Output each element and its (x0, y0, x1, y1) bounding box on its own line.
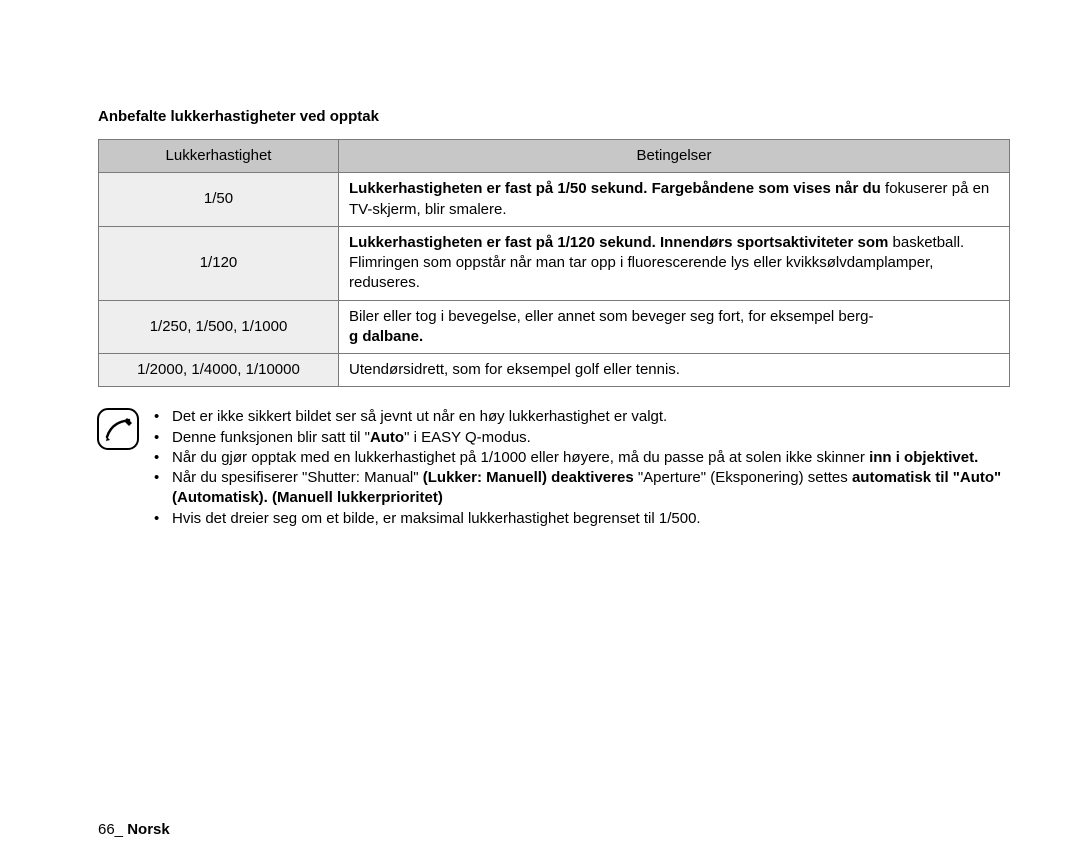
note-item: Når du gjør opptak med en lukkerhastighe… (154, 448, 1010, 468)
cell-cond: Utendørsidrett, som for eksempel golf el… (339, 354, 1010, 387)
cell-speed: 1/2000, 1/4000, 1/10000 (99, 354, 339, 387)
page-lang: Norsk (123, 821, 170, 838)
table-row: 1/120 Lukkerhastigheten er fast på 1/120… (99, 226, 1010, 300)
note-text: Hvis det dreier seg om et bilde, er maks… (172, 510, 701, 527)
page-number: 66_ (98, 821, 123, 838)
cond-pre: Biler eller tog i bevegelse, eller annet… (349, 308, 873, 325)
table-row: 1/50 Lukkerhastigheten er fast på 1/50 s… (99, 173, 1010, 227)
cond-plain: Utendørsidrett, som for eksempel golf el… (349, 361, 680, 378)
shutter-speed-table: Lukkerhastighet Betingelser 1/50 Lukkerh… (98, 139, 1010, 387)
cell-speed: 1/250, 1/500, 1/1000 (99, 300, 339, 354)
cond-bold: Lukkerhastigheten er fast på 1/50 sekund… (349, 180, 881, 197)
cell-speed: 1/120 (99, 226, 339, 300)
cell-cond: Biler eller tog i bevegelse, eller annet… (339, 300, 1010, 354)
note-text-bold: inn i objektivet. (869, 449, 978, 466)
table-row: 1/250, 1/500, 1/1000 Biler eller tog i b… (99, 300, 1010, 354)
notes-list: Det er ikke sikkert bildet ser så jevnt … (154, 407, 1010, 529)
note-text: " i EASY Q-modus. (404, 429, 531, 446)
note-item: Når du spesifiserer "Shutter: Manual" (L… (154, 468, 1010, 509)
section-title: Anbefalte lukkerhastigheter ved opptak (98, 108, 1010, 125)
note-text: Når du gjør opptak med en lukkerhastighe… (172, 449, 869, 466)
cond-bold: Lukkerhastigheten er fast på 1/120 sekun… (349, 234, 888, 251)
cell-speed: 1/50 (99, 173, 339, 227)
note-text: Når du spesifiserer "Shutter: Manual" (172, 469, 423, 486)
cell-cond: Lukkerhastigheten er fast på 1/120 sekun… (339, 226, 1010, 300)
cond-bold2: g dalbane. (349, 328, 423, 345)
note-icon (96, 407, 140, 451)
page-footer: 66_ Norsk (98, 821, 170, 838)
table-header-speed: Lukkerhastighet (99, 140, 339, 173)
note-block: Det er ikke sikkert bildet ser så jevnt … (98, 407, 1010, 529)
note-text: Det er ikke sikkert bildet ser så jevnt … (172, 408, 667, 425)
note-text: Denne funksjonen blir satt til " (172, 429, 370, 446)
note-item: Denne funksjonen blir satt til "Auto" i … (154, 428, 1010, 448)
note-text-bold: Auto (370, 429, 404, 446)
note-text-bold: (Lukker: Manuell) deaktiveres (423, 469, 638, 486)
note-text: "Aperture" (Eksponering) settes (638, 469, 852, 486)
table-header-cond: Betingelser (339, 140, 1010, 173)
table-row: 1/2000, 1/4000, 1/10000 Utendørsidrett, … (99, 354, 1010, 387)
note-item: Det er ikke sikkert bildet ser så jevnt … (154, 407, 1010, 427)
note-item: Hvis det dreier seg om et bilde, er maks… (154, 509, 1010, 529)
cell-cond: Lukkerhastigheten er fast på 1/50 sekund… (339, 173, 1010, 227)
